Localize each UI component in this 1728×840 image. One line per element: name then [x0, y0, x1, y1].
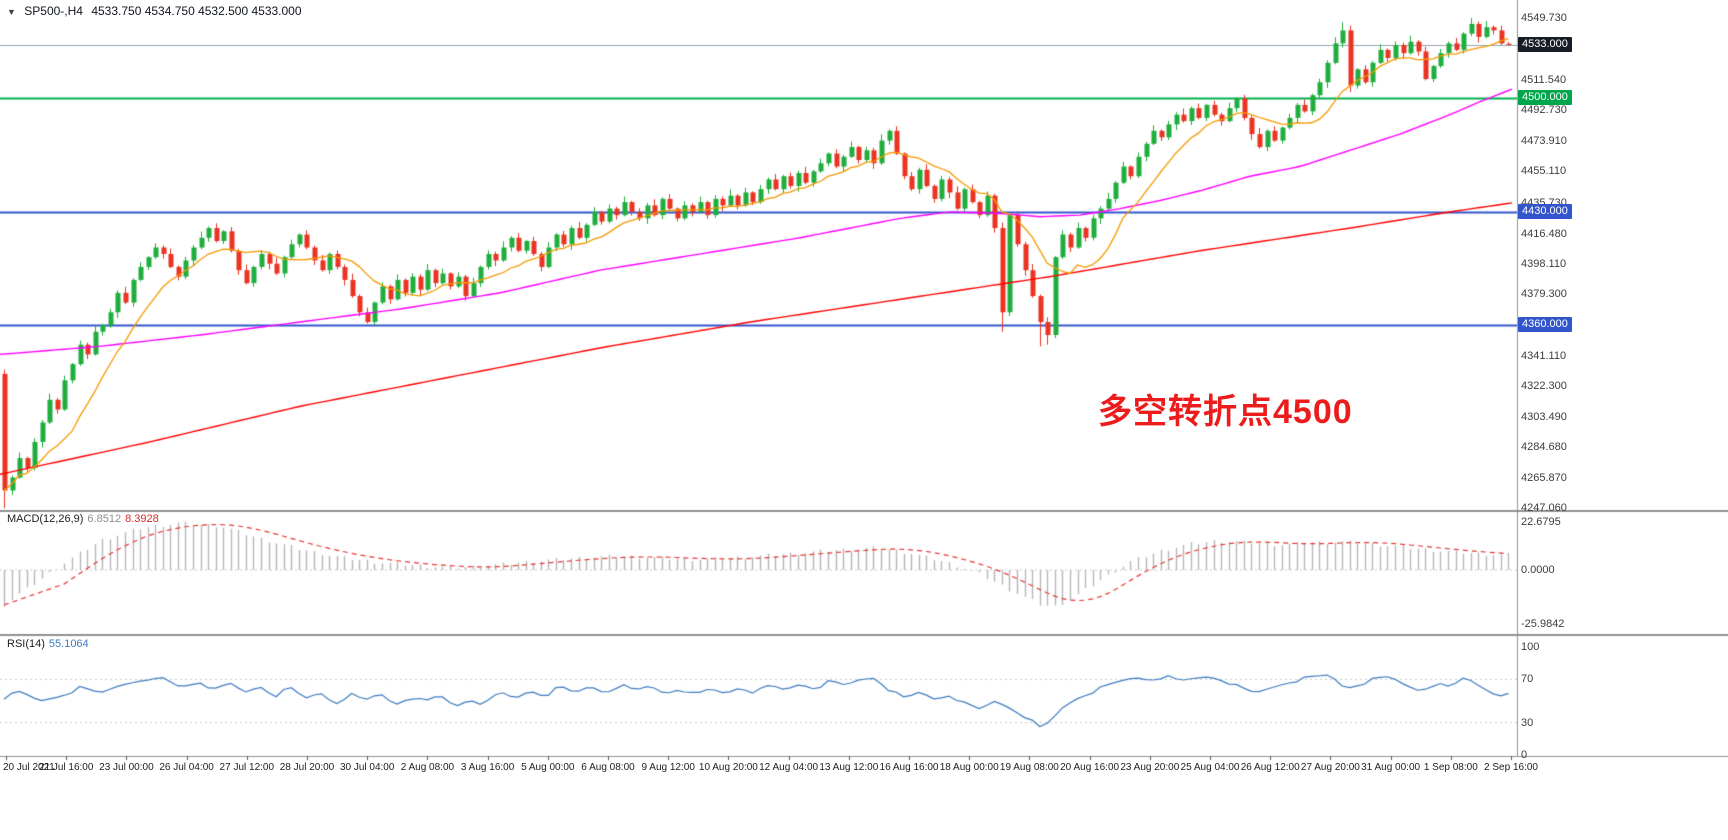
- time-axis-label: 6 Aug 08:00: [581, 762, 635, 773]
- time-axis-label: 31 Aug 00:00: [1361, 762, 1421, 773]
- time-axis-label: 9 Aug 12:00: [641, 762, 695, 773]
- rsi-axis-label: 30: [1521, 716, 1534, 729]
- price-axis-label: 4341.110: [1521, 349, 1567, 362]
- price-axis-label: 4492.730: [1521, 104, 1567, 117]
- price-axis-label: 4416.480: [1521, 227, 1567, 240]
- time-axis-label: 23 Aug 20:00: [1120, 762, 1180, 773]
- time-axis-label: 2 Sep 16:00: [1484, 762, 1538, 773]
- macd-axis-label: 22.6795: [1521, 516, 1561, 529]
- price-level-tag: 4360.000: [1518, 317, 1572, 333]
- time-axis-label: 26 Jul 04:00: [159, 762, 214, 773]
- symbol-timeframe: SP500-,H4: [24, 4, 83, 18]
- time-axis-label: 26 Aug 12:00: [1240, 762, 1300, 773]
- time-axis-label: 3 Aug 16:00: [460, 762, 515, 773]
- time-axis-label: 5 Aug 00:00: [521, 762, 575, 773]
- time-axis-label: 10 Aug 20:00: [698, 762, 758, 773]
- rsi-indicator-label: RSI(14) 55.1064: [7, 638, 93, 650]
- price-level-tag: 4533.000: [1518, 37, 1572, 52]
- macd-signal-value: 8.3928: [125, 513, 159, 525]
- price-axis-label: 4549.730: [1521, 11, 1567, 24]
- time-axis-label: 16 Aug 16:00: [879, 762, 939, 773]
- time-axis-label: 13 Aug 12:00: [819, 762, 879, 773]
- time-axis-label: 1 Sep 08:00: [1423, 762, 1478, 773]
- price-axis-label: 4379.300: [1521, 287, 1567, 300]
- time-axis-label: 21 Jul 16:00: [38, 762, 94, 773]
- time-axis-label: 27 Aug 20:00: [1300, 762, 1360, 773]
- price-axis-label: 4398.110: [1521, 257, 1567, 270]
- time-axis-label: 2 Aug 08:00: [400, 762, 455, 773]
- price-axis-label: 4247.060: [1521, 502, 1567, 515]
- time-axis-label: 30 Jul 04:00: [339, 762, 395, 773]
- macd-indicator-label: MACD(12,26,9) 6.8512 8.3928: [7, 513, 163, 525]
- price-axis-label: 4265.870: [1521, 471, 1567, 484]
- price-axis-label: 4473.910: [1521, 134, 1567, 147]
- ohlc-readout: 4533.750 4534.750 4532.500 4533.000: [91, 4, 302, 18]
- rsi-axis-label: 100: [1521, 641, 1540, 653]
- price-axis-label: 4284.680: [1521, 441, 1567, 454]
- macd-main-value: 6.8512: [87, 513, 122, 525]
- price-level-tag: 4500.000: [1518, 90, 1572, 106]
- rsi-name: RSI(14): [7, 638, 45, 650]
- macd-axis-label: 0.0000: [1521, 564, 1555, 576]
- macd-axis-label: -25.9842: [1521, 618, 1565, 631]
- chart-title: ▼ SP500-,H4 4533.750 4534.750 4532.500 4…: [7, 4, 307, 18]
- price-level-tag: 4430.000: [1518, 203, 1572, 219]
- price-axis-label: 4322.300: [1521, 380, 1567, 393]
- rsi-axis-label: 0: [1521, 749, 1528, 761]
- macd-name: MACD(12,26,9): [7, 513, 84, 525]
- time-axis-label: 12 Aug 04:00: [759, 762, 819, 773]
- time-axis-label: 25 Aug 04:00: [1180, 762, 1240, 773]
- price-axis-label: 4511.540: [1521, 73, 1567, 86]
- chart-annotation-text[interactable]: 多空转折点4500: [1098, 393, 1353, 431]
- time-axis-label: 23 Jul 00:00: [99, 762, 154, 773]
- rsi-axis-label: 70: [1521, 673, 1534, 686]
- symbol-dropdown-icon[interactable]: ▼: [7, 7, 16, 17]
- time-axis-label: 28 Jul 20:00: [279, 762, 335, 773]
- time-axis-label: 20 Aug 16:00: [1060, 762, 1120, 773]
- time-axis-label: 20 Jul 2021: [3, 762, 55, 773]
- rsi-value: 55.1064: [48, 638, 89, 650]
- price-axis-label: 4303.490: [1521, 410, 1567, 423]
- time-axis-label: 19 Aug 08:00: [999, 762, 1059, 773]
- price-axis-label: 4455.110: [1521, 165, 1567, 178]
- time-axis-label: 27 Jul 12:00: [219, 762, 275, 773]
- time-axis-label: 18 Aug 00:00: [939, 762, 999, 773]
